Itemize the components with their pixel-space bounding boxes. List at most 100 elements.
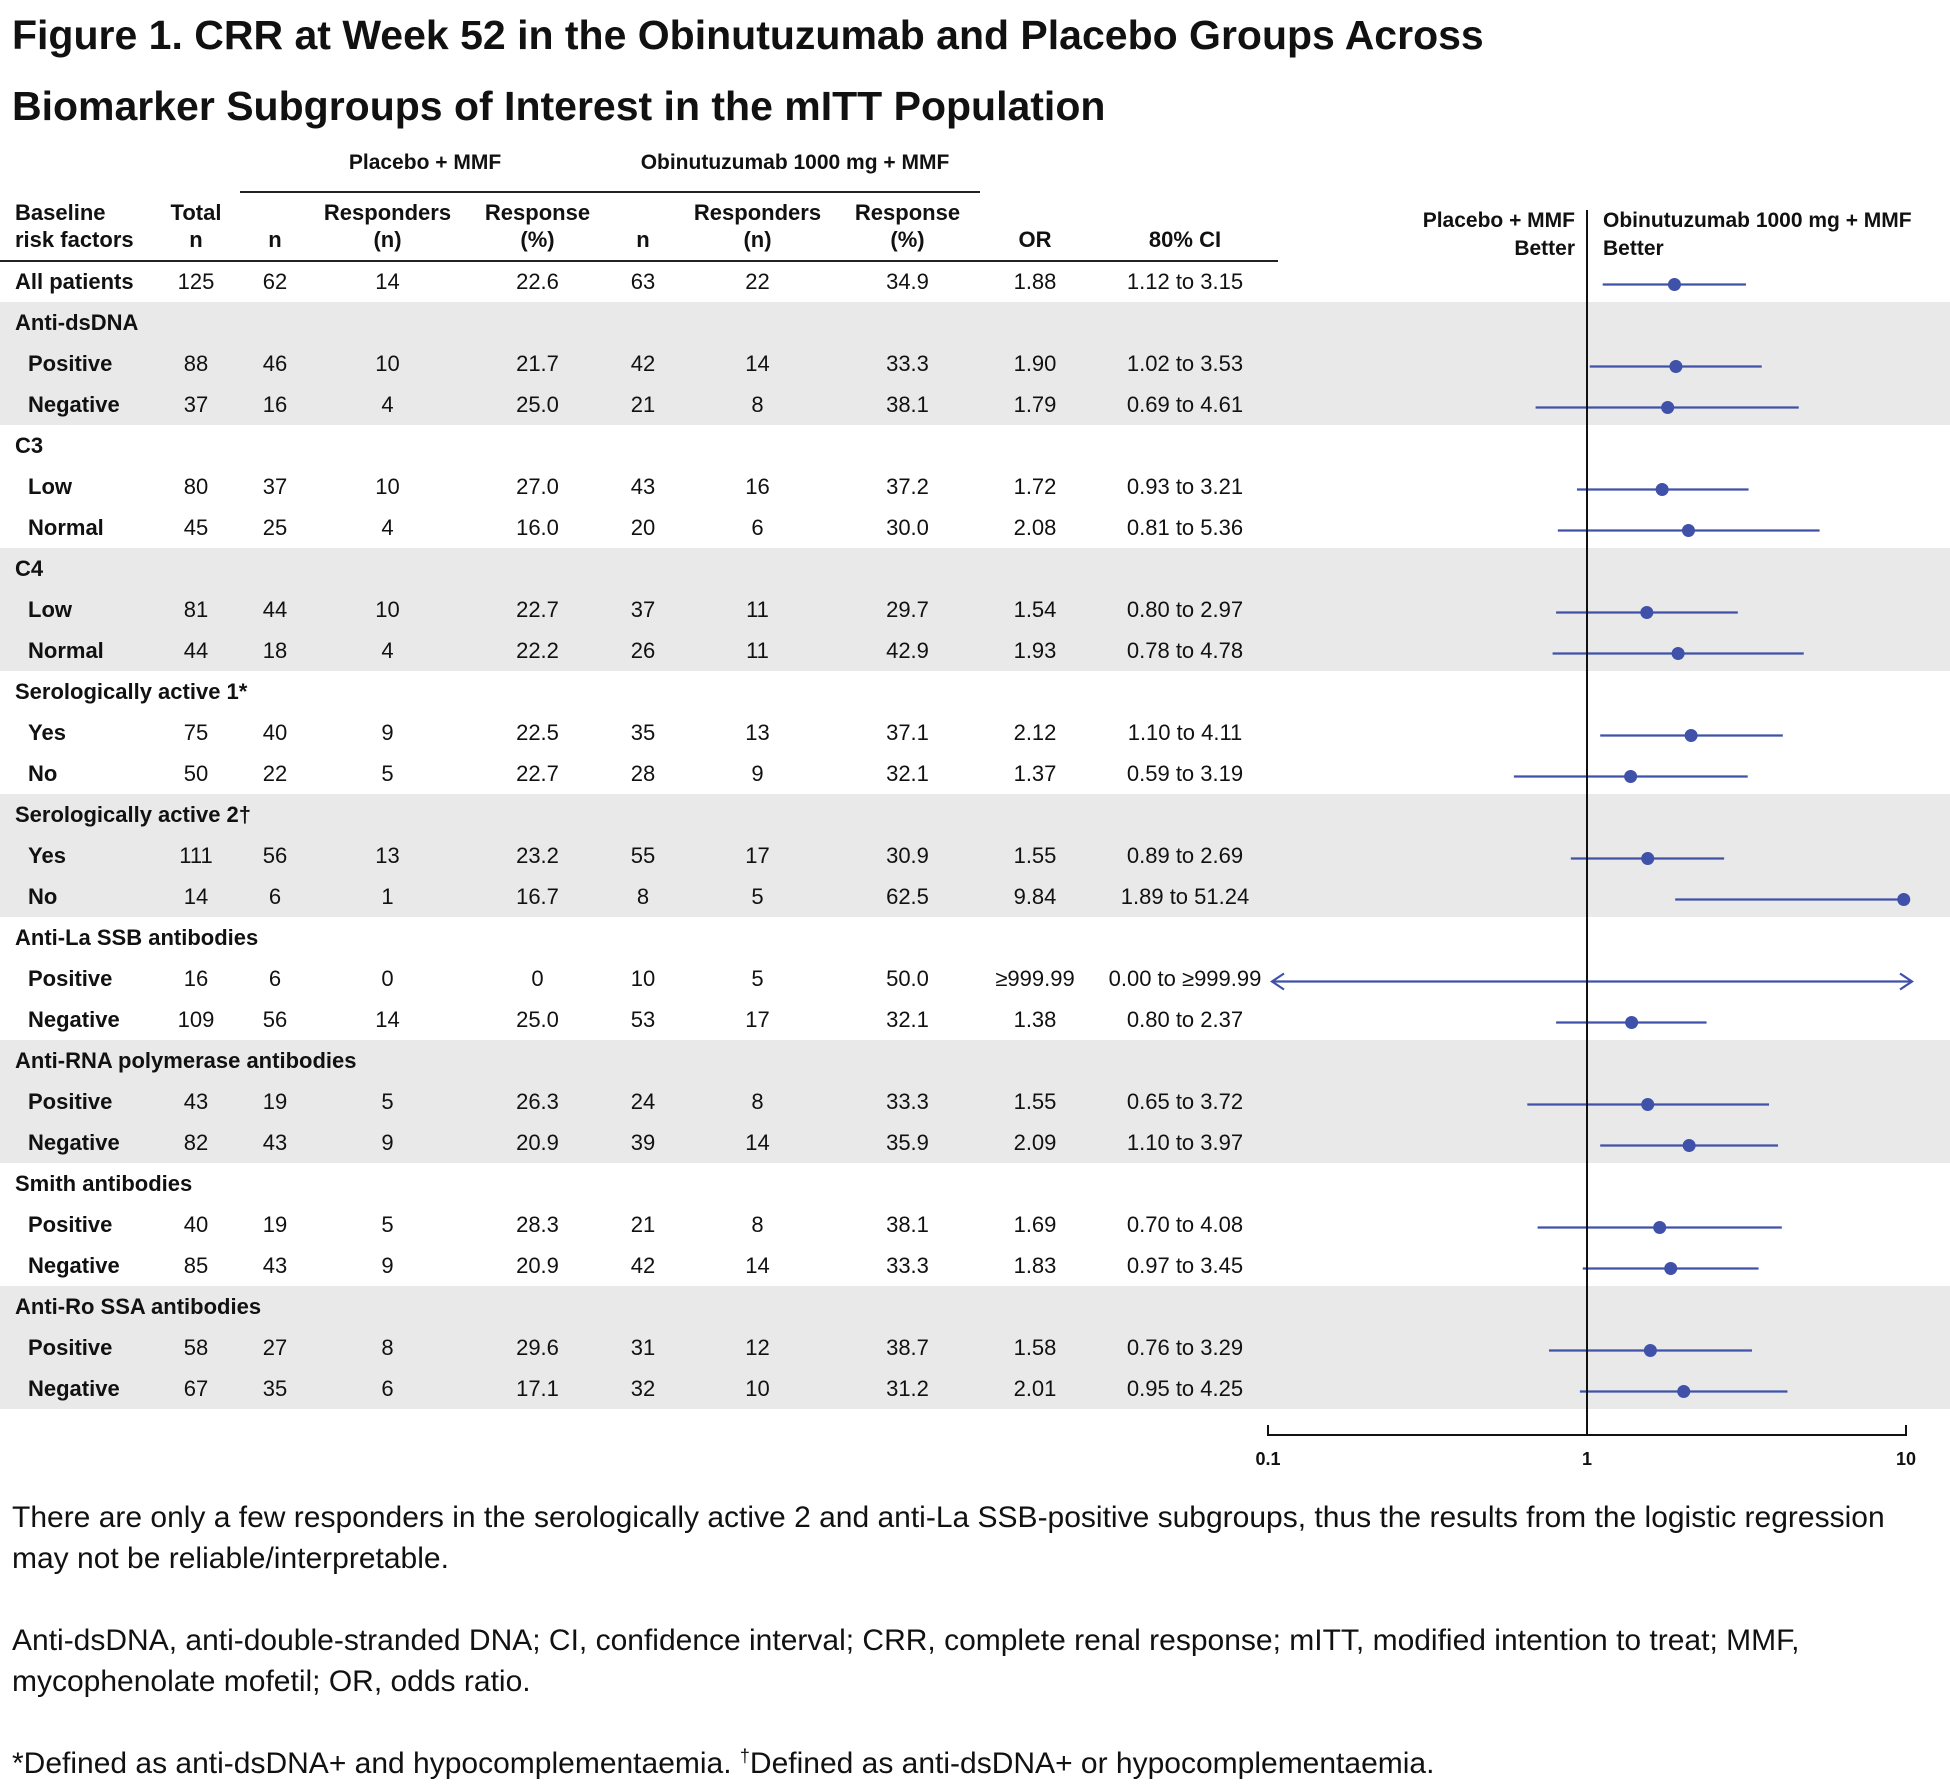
cell-o-resp: 22 <box>745 269 770 294</box>
cell-o-resp: 14 <box>745 351 770 376</box>
cell-o-resp: 17 <box>745 843 770 868</box>
cell-ci: 1.02 to 3.53 <box>1126 351 1244 376</box>
cell-or: 2.12 <box>1013 720 1057 745</box>
or-point <box>1669 360 1683 373</box>
cell-o-pct: 35.9 <box>886 1130 929 1155</box>
row-band <box>0 1286 1950 1327</box>
subgroup-heading: C3 <box>15 433 44 458</box>
cell-o-pct: 38.7 <box>886 1335 929 1360</box>
cell-p-n: 27 <box>262 1335 288 1360</box>
cell-o-pct: 30.0 <box>886 515 929 540</box>
cell-total: 67 <box>183 1376 209 1401</box>
row-label: Positive <box>28 1335 113 1360</box>
or-point <box>1653 1221 1667 1234</box>
row-label: Low <box>28 474 72 499</box>
cell-p-pct: 20.9 <box>516 1130 559 1155</box>
x-tick-label: 0.1 <box>1255 1449 1280 1469</box>
cell-p-pct: 23.2 <box>516 843 559 868</box>
row-band <box>0 630 1950 671</box>
cell-p-resp: 5 <box>381 761 394 786</box>
or-point <box>1664 1262 1678 1275</box>
cell-or: 9.84 <box>1013 884 1057 909</box>
cell-o-pct: 62.5 <box>886 884 929 909</box>
cell-o-resp: 14 <box>745 1253 770 1278</box>
cell-p-resp: 10 <box>375 474 400 499</box>
cell-p-resp: 5 <box>381 1089 394 1114</box>
cell-o-pct: 32.1 <box>886 761 929 786</box>
cell-o-pct: 34.9 <box>886 269 929 294</box>
col-header-placebo-n: n <box>268 227 282 252</box>
row-band <box>0 1122 1950 1163</box>
cell-ci: 0.76 to 3.29 <box>1126 1335 1244 1360</box>
cell-or: 1.72 <box>1013 474 1057 499</box>
col-header-total-line-1: Total <box>170 200 222 225</box>
cell-o-pct: 37.1 <box>886 720 929 745</box>
cell-ci: 0.81 to 5.36 <box>1126 515 1244 540</box>
cell-total: 82 <box>183 1130 209 1155</box>
footnote-definition-2: Defined as anti-dsDNA+ or hypocomplement… <box>749 1747 1435 1780</box>
cell-or: 1.54 <box>1013 597 1057 622</box>
footnote-abbreviations: Anti-dsDNA, anti-double-stranded DNA; CI… <box>12 1624 1800 1698</box>
cell-total: 14 <box>183 884 209 909</box>
cell-o-n: 10 <box>630 966 656 991</box>
cell-p-pct: 26.3 <box>516 1089 559 1114</box>
cell-ci: 0.93 to 3.21 <box>1126 474 1244 499</box>
cell-p-pct: 29.6 <box>516 1335 559 1360</box>
cell-or: 1.88 <box>1013 269 1057 294</box>
cell-ci: 0.89 to 2.69 <box>1126 843 1244 868</box>
subgroup-heading: Anti-La SSB antibodies <box>15 925 259 950</box>
cell-total: 58 <box>183 1335 209 1360</box>
row-label: Negative <box>28 1376 120 1401</box>
cell-p-n: 56 <box>262 1007 288 1032</box>
group-header-obinutuzumab: Obinutuzumab 1000 mg + MMF <box>640 151 950 174</box>
cell-p-n: 18 <box>262 638 288 663</box>
cell-or: 2.01 <box>1013 1376 1057 1401</box>
cell-o-n: 42 <box>630 351 656 376</box>
row-band <box>0 384 1950 425</box>
cell-p-resp: 10 <box>375 351 400 376</box>
group-header-rule <box>240 191 980 193</box>
cell-o-resp: 11 <box>746 597 769 622</box>
or-point <box>1625 1016 1639 1029</box>
cell-p-resp: 8 <box>381 1335 394 1360</box>
cell-o-n: 21 <box>630 392 656 417</box>
cell-o-resp: 5 <box>751 884 764 909</box>
cell-p-resp: 13 <box>375 843 400 868</box>
cell-o-n: 8 <box>636 884 650 909</box>
cell-p-resp: 5 <box>381 1212 394 1237</box>
or-point <box>1677 1385 1691 1398</box>
footnote-definitions: *Defined as anti-dsDNA+ and hypocompleme… <box>12 1743 1912 1784</box>
cell-total: 75 <box>183 720 209 745</box>
header-rule <box>0 260 1278 262</box>
cell-ci: 0.78 to 4.78 <box>1126 638 1244 663</box>
cell-p-n: 43 <box>262 1130 288 1155</box>
cell-p-pct: 28.3 <box>516 1212 559 1237</box>
subgroup-heading: Anti-Ro SSA antibodies <box>15 1294 262 1319</box>
cell-p-resp: 4 <box>381 392 394 417</box>
cell-o-n: 37 <box>630 597 656 622</box>
cell-total: 45 <box>183 515 209 540</box>
cell-or: 1.83 <box>1013 1253 1057 1278</box>
cell-p-pct: 22.6 <box>516 269 559 294</box>
cell-p-resp: 9 <box>381 1130 394 1155</box>
cell-p-resp: 6 <box>381 1376 394 1401</box>
cell-ci: 0.65 to 3.72 <box>1126 1089 1244 1114</box>
cell-p-n: 43 <box>262 1253 288 1278</box>
cell-p-pct: 16.7 <box>516 884 559 909</box>
cell-total: 125 <box>177 269 215 294</box>
cell-o-pct: 32.1 <box>886 1007 929 1032</box>
cell-p-resp: 4 <box>381 638 394 663</box>
footnote-definition-1: *Defined as anti-dsDNA+ and hypocompleme… <box>12 1747 740 1780</box>
cell-p-resp: 9 <box>381 1253 394 1278</box>
cell-p-pct: 20.9 <box>516 1253 559 1278</box>
row-band <box>0 835 1950 876</box>
cell-total: 85 <box>183 1253 209 1278</box>
subgroup-heading: Anti-dsDNA <box>15 310 139 335</box>
col-header-ci: 80% CI <box>1148 227 1222 252</box>
cell-ci: 1.89 to 51.24 <box>1120 884 1250 909</box>
col-header-placebo-response: Response (%) <box>470 199 605 253</box>
or-point <box>1641 1098 1655 1111</box>
cell-or: 1.38 <box>1013 1007 1057 1032</box>
row-label: Negative <box>28 1253 120 1278</box>
cell-p-n: 19 <box>262 1212 288 1237</box>
